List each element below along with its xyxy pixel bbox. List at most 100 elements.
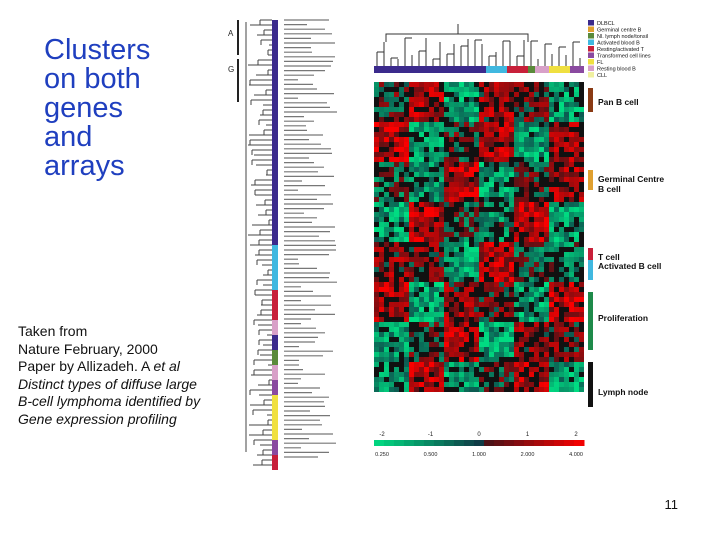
heatmap-cell	[524, 157, 529, 162]
heatmap-cell	[414, 357, 419, 362]
heatmap-cell	[579, 252, 584, 257]
heatmap-cell	[539, 207, 544, 212]
heatmap-cell	[424, 97, 429, 102]
heatmap-cell	[384, 362, 389, 367]
heatmap-cell	[459, 112, 464, 117]
heatmap-cell	[514, 162, 519, 167]
heatmap-cell	[554, 192, 559, 197]
heatmap-cell	[544, 387, 549, 392]
heatmap-cell	[459, 82, 464, 87]
heatmap-cell	[554, 362, 559, 367]
heatmap-cell	[579, 192, 584, 197]
heatmap-cell	[474, 232, 479, 237]
heatmap-cell	[549, 187, 554, 192]
heatmap-cell	[539, 217, 544, 222]
heatmap-cell	[459, 222, 464, 227]
heatmap-cell	[459, 132, 464, 137]
heatmap-cell	[569, 197, 574, 202]
heatmap-cell	[529, 157, 534, 162]
heatmap-cell	[459, 172, 464, 177]
heatmap-cell	[444, 162, 449, 167]
heatmap-cell	[524, 302, 529, 307]
heatmap-cell	[484, 127, 489, 132]
heatmap-cell	[534, 132, 539, 137]
heatmap-cell	[574, 177, 579, 182]
heatmap-cell	[384, 307, 389, 312]
heatmap-cell	[469, 107, 474, 112]
heatmap-cell	[389, 277, 394, 282]
heatmap-cell	[404, 137, 409, 142]
heatmap-cell	[429, 377, 434, 382]
heatmap-cell	[529, 272, 534, 277]
heatmap-cell	[434, 117, 439, 122]
heatmap-cell	[404, 347, 409, 352]
heatmap-cell	[574, 312, 579, 317]
heatmap-cell	[409, 237, 414, 242]
heatmap-cell	[514, 242, 519, 247]
heatmap-cell	[484, 182, 489, 187]
heatmap-cell	[574, 382, 579, 387]
heatmap-cell	[549, 217, 554, 222]
heatmap-cell	[479, 217, 484, 222]
heatmap-cell	[409, 382, 414, 387]
heatmap-cell	[529, 367, 534, 372]
heatmap-cell	[564, 332, 569, 337]
heatmap-cell	[529, 237, 534, 242]
heatmap-cell	[514, 372, 519, 377]
heatmap-cell	[509, 367, 514, 372]
heatmap-cell	[414, 297, 419, 302]
heatmap-cell	[414, 207, 419, 212]
heatmap-cell	[479, 387, 484, 392]
heatmap-cell	[424, 87, 429, 92]
heatmap-cell	[514, 282, 519, 287]
heatmap-cell	[554, 307, 559, 312]
heatmap-cell	[544, 222, 549, 227]
heatmap-cell	[539, 132, 544, 137]
heatmap-cell	[444, 167, 449, 172]
heatmap-cell	[564, 107, 569, 112]
heatmap-cell	[564, 142, 569, 147]
heatmap-cell	[429, 182, 434, 187]
heatmap-cell	[409, 212, 414, 217]
heatmap-cell	[459, 197, 464, 202]
heatmap-cell	[449, 322, 454, 327]
heatmap-cell	[514, 287, 519, 292]
heatmap-cell	[574, 297, 579, 302]
heatmap-cell	[494, 247, 499, 252]
heatmap-cell	[489, 347, 494, 352]
caption-paper-title: Gene expression profiling	[18, 410, 177, 427]
array-type-cell	[272, 185, 278, 200]
heatmap-cell	[429, 287, 434, 292]
heatmap-cell	[409, 142, 414, 147]
heatmap-cell	[519, 317, 524, 322]
heatmap-cell	[519, 262, 524, 267]
heatmap-cell	[534, 357, 539, 362]
heatmap-cell	[434, 132, 439, 137]
heatmap-cell	[559, 377, 564, 382]
heatmap-cell	[459, 207, 464, 212]
heatmap-cell	[524, 347, 529, 352]
heatmap-cell	[459, 262, 464, 267]
heatmap-cell	[459, 122, 464, 127]
heatmap-cell	[524, 312, 529, 317]
heatmap-cell	[569, 242, 574, 247]
heatmap-cell	[464, 332, 469, 337]
heatmap-cell	[449, 187, 454, 192]
heatmap-cell	[559, 372, 564, 377]
heatmap-cell	[544, 302, 549, 307]
heatmap-cell	[414, 317, 419, 322]
heatmap-cell	[559, 207, 564, 212]
heatmap-cell	[394, 92, 399, 97]
heatmap-cell	[554, 222, 559, 227]
heatmap-cell	[564, 362, 569, 367]
heatmap-cell	[414, 287, 419, 292]
heatmap-cell	[559, 367, 564, 372]
scale-cell	[404, 440, 415, 446]
legend-label: Resting blood B	[597, 67, 636, 73]
heatmap-cell	[504, 272, 509, 277]
heatmap-cell	[539, 312, 544, 317]
scale-cell	[564, 440, 575, 446]
heatmap-cell	[459, 277, 464, 282]
heatmap-cell	[409, 312, 414, 317]
heatmap-cell	[479, 152, 484, 157]
